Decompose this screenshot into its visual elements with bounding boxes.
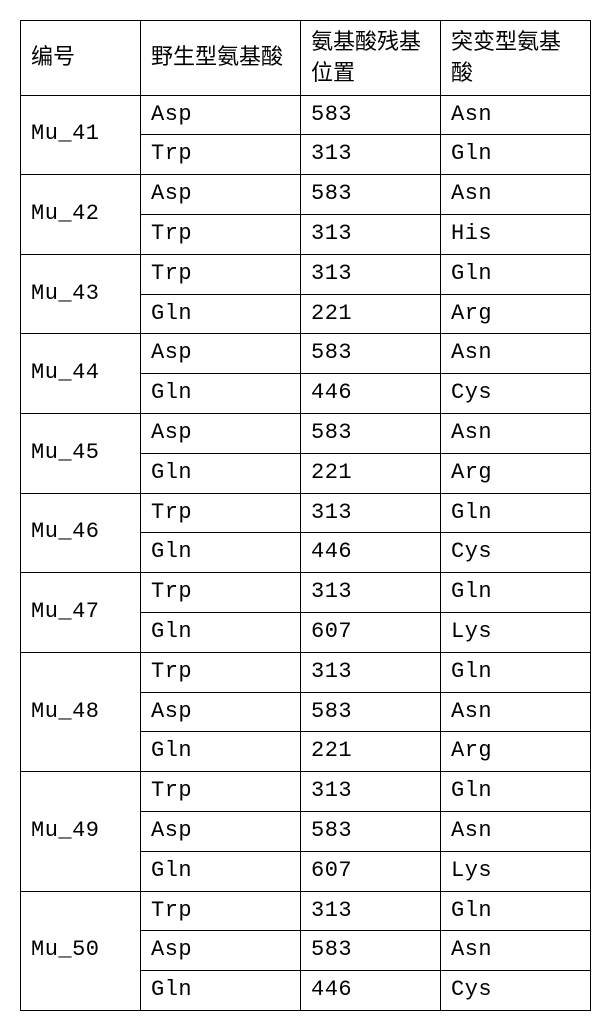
cell-pos: 313 — [301, 135, 441, 175]
table-row: Mu_48Trp313Gln — [21, 652, 591, 692]
cell-mut: Asn — [441, 413, 591, 453]
cell-id: Mu_50 — [21, 891, 141, 1010]
header-pos: 氨基酸残基位置 — [301, 21, 441, 96]
table-row: Mu_49Trp313Gln — [21, 772, 591, 812]
cell-id: Mu_43 — [21, 254, 141, 334]
cell-mut: Cys — [441, 533, 591, 573]
cell-pos: 607 — [301, 612, 441, 652]
cell-id: Mu_47 — [21, 573, 141, 653]
cell-pos: 446 — [301, 374, 441, 414]
table-body: Mu_41Asp583AsnTrp313GlnMu_42Asp583AsnTrp… — [21, 95, 591, 1010]
cell-mut: Gln — [441, 493, 591, 533]
cell-mut: Gln — [441, 652, 591, 692]
cell-pos: 583 — [301, 95, 441, 135]
cell-wt: Trp — [141, 772, 301, 812]
cell-wt: Asp — [141, 931, 301, 971]
cell-mut: Lys — [441, 851, 591, 891]
cell-wt: Trp — [141, 652, 301, 692]
cell-mut: Asn — [441, 931, 591, 971]
cell-mut: Cys — [441, 971, 591, 1011]
cell-wt: Asp — [141, 692, 301, 732]
cell-wt: Asp — [141, 413, 301, 453]
cell-id: Mu_44 — [21, 334, 141, 414]
cell-pos: 583 — [301, 811, 441, 851]
cell-pos: 313 — [301, 772, 441, 812]
cell-pos: 583 — [301, 931, 441, 971]
cell-wt: Gln — [141, 851, 301, 891]
cell-wt: Gln — [141, 533, 301, 573]
cell-mut: Gln — [441, 772, 591, 812]
cell-pos: 446 — [301, 533, 441, 573]
table-row: Mu_45Asp583Asn — [21, 413, 591, 453]
table-row: Mu_42Asp583Asn — [21, 175, 591, 215]
table-row: Mu_47Trp313Gln — [21, 573, 591, 613]
cell-mut: Arg — [441, 453, 591, 493]
header-id: 编号 — [21, 21, 141, 96]
header-wt: 野生型氨基酸 — [141, 21, 301, 96]
cell-pos: 313 — [301, 254, 441, 294]
cell-pos: 221 — [301, 453, 441, 493]
cell-pos: 313 — [301, 493, 441, 533]
cell-pos: 313 — [301, 652, 441, 692]
cell-pos: 313 — [301, 214, 441, 254]
cell-wt: Trp — [141, 254, 301, 294]
cell-pos: 313 — [301, 573, 441, 613]
cell-mut: Gln — [441, 891, 591, 931]
cell-mut: Asn — [441, 811, 591, 851]
cell-pos: 583 — [301, 334, 441, 374]
cell-mut: Arg — [441, 732, 591, 772]
cell-mut: Asn — [441, 692, 591, 732]
cell-id: Mu_46 — [21, 493, 141, 573]
table-row: Mu_46Trp313Gln — [21, 493, 591, 533]
cell-wt: Gln — [141, 732, 301, 772]
cell-mut: Gln — [441, 254, 591, 294]
cell-wt: Asp — [141, 334, 301, 374]
cell-mut: Cys — [441, 374, 591, 414]
cell-mut: Asn — [441, 175, 591, 215]
cell-id: Mu_49 — [21, 772, 141, 891]
cell-pos: 583 — [301, 692, 441, 732]
cell-mut: Gln — [441, 573, 591, 613]
cell-pos: 607 — [301, 851, 441, 891]
cell-id: Mu_41 — [21, 95, 141, 175]
table-header-row: 编号 野生型氨基酸 氨基酸残基位置 突变型氨基酸 — [21, 21, 591, 96]
cell-mut: His — [441, 214, 591, 254]
cell-id: Mu_45 — [21, 413, 141, 493]
cell-wt: Trp — [141, 573, 301, 613]
cell-wt: Trp — [141, 891, 301, 931]
cell-wt: Asp — [141, 95, 301, 135]
cell-wt: Gln — [141, 971, 301, 1011]
cell-mut: Lys — [441, 612, 591, 652]
table-row: Mu_41Asp583Asn — [21, 95, 591, 135]
cell-pos: 583 — [301, 413, 441, 453]
table-row: Mu_50Trp313Gln — [21, 891, 591, 931]
table-row: Mu_44Asp583Asn — [21, 334, 591, 374]
cell-pos: 221 — [301, 732, 441, 772]
header-mut: 突变型氨基酸 — [441, 21, 591, 96]
cell-wt: Trp — [141, 493, 301, 533]
cell-wt: Gln — [141, 374, 301, 414]
cell-mut: Arg — [441, 294, 591, 334]
cell-pos: 446 — [301, 971, 441, 1011]
cell-id: Mu_48 — [21, 652, 141, 771]
cell-mut: Asn — [441, 95, 591, 135]
cell-pos: 221 — [301, 294, 441, 334]
cell-wt: Asp — [141, 175, 301, 215]
table-row: Mu_43Trp313Gln — [21, 254, 591, 294]
cell-wt: Trp — [141, 214, 301, 254]
cell-pos: 583 — [301, 175, 441, 215]
cell-wt: Gln — [141, 453, 301, 493]
cell-wt: Gln — [141, 294, 301, 334]
cell-wt: Trp — [141, 135, 301, 175]
cell-mut: Gln — [441, 135, 591, 175]
cell-wt: Asp — [141, 811, 301, 851]
cell-pos: 313 — [301, 891, 441, 931]
cell-mut: Asn — [441, 334, 591, 374]
cell-id: Mu_42 — [21, 175, 141, 255]
mutation-table: 编号 野生型氨基酸 氨基酸残基位置 突变型氨基酸 Mu_41Asp583AsnT… — [20, 20, 591, 1011]
cell-wt: Gln — [141, 612, 301, 652]
